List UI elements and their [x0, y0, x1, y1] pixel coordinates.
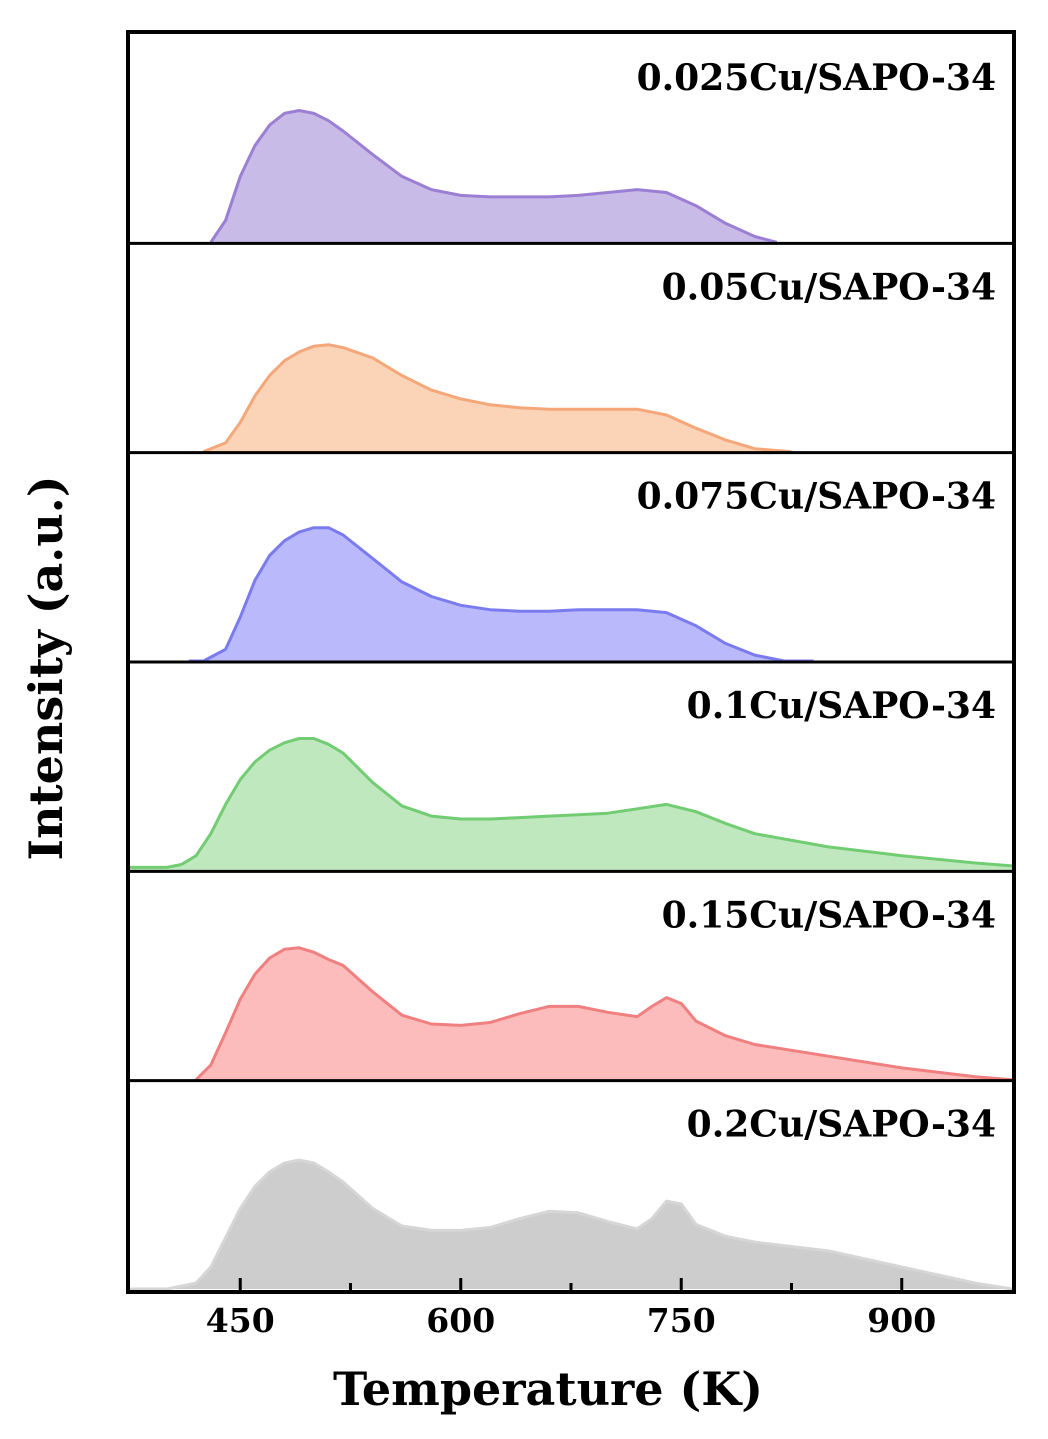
panel-1: 0.025Cu/SAPO-34 [209, 57, 996, 244]
panel-2: 0.05Cu/SAPO-34 [202, 266, 996, 454]
x-tick-label-600: 600 [426, 1301, 495, 1340]
panels-group: 0.025Cu/SAPO-34 0.05Cu/SAPO-34 0.075Cu/SAP… [130, 57, 1013, 1291]
series-area-3 [188, 527, 814, 661]
panel-4: 0.1Cu/SAPO-34 [130, 685, 1013, 871]
x-axis-title: Temperature (K) [333, 1362, 763, 1416]
series-line-3 [188, 526, 814, 663]
x-tick-label-900: 900 [867, 1301, 936, 1340]
panel-6: 0.2Cu/SAPO-34 [130, 1104, 1013, 1291]
x-axis: 450 600 750 900 [206, 1278, 936, 1340]
series-line-6 [130, 1158, 1013, 1291]
panel-dividers [128, 241, 1014, 1083]
series-line-2 [202, 343, 792, 454]
x-tick-label-750: 750 [647, 1301, 716, 1340]
series-line-1 [209, 109, 778, 244]
plot-frame [126, 30, 1016, 1294]
series-label-3: 0.075Cu/SAPO-34 [637, 476, 996, 518]
series-line-5 [195, 946, 1013, 1082]
series-area-2 [203, 344, 792, 452]
series-line-4 [130, 737, 1013, 869]
panel-5: 0.15Cu/SAPO-34 [195, 894, 1013, 1082]
series-area-6 [130, 1160, 1012, 1289]
series-label-6: 0.2Cu/SAPO-34 [687, 1104, 996, 1146]
series-area-1 [210, 110, 777, 243]
series-area-4 [130, 738, 1012, 871]
series-area-5 [196, 947, 1013, 1080]
series-label-4: 0.1Cu/SAPO-34 [687, 685, 996, 727]
series-label-5: 0.15Cu/SAPO-34 [662, 894, 996, 936]
series-label-2: 0.05Cu/SAPO-34 [662, 266, 996, 308]
x-tick-label-450: 450 [206, 1301, 275, 1340]
y-axis-title: Intensity (a.u.) [19, 475, 73, 860]
panel-3: 0.075Cu/SAPO-34 [188, 476, 996, 663]
series-label-1: 0.025Cu/SAPO-34 [637, 57, 996, 99]
